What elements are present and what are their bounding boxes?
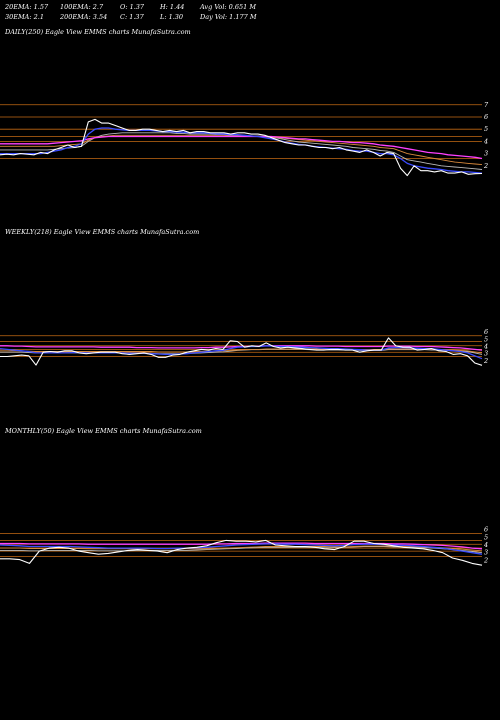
daily-ytick-4: 4 [483, 137, 488, 145]
daily-ytick-6: 6 [484, 113, 488, 121]
avg-vol-label: Avg Vol: 0.651 M [200, 3, 257, 11]
day-vol-label: Day Vol: 1.177 M [200, 13, 257, 21]
ema100-label: 100EMA: 2.7 [60, 3, 104, 11]
daily-series-ema-magenta [0, 135, 483, 160]
monthly-panel-title: MONTHLY(50) Eagle View EMMS charts Munaf… [5, 427, 202, 435]
monthly-series-ema-orange [0, 545, 483, 552]
monthly-ytick-2: 2 [483, 556, 488, 564]
daily-ytick-7: 7 [484, 101, 489, 109]
weekly-ytick-2: 2 [483, 357, 488, 365]
daily-panel-title: DAILY(250) Eagle View EMMS charts Munafa… [5, 28, 191, 36]
high-label: H: 1.44 [160, 3, 185, 11]
ema20-label: 20EMA: 1.57 [5, 3, 49, 11]
weekly-panel-title: WEEKLY(218) Eagle View EMMS charts Munaf… [5, 228, 200, 236]
monthly-series-ema-magenta [0, 542, 483, 550]
daily-ytick-2: 2 [483, 162, 488, 170]
daily-series-price [0, 118, 483, 177]
monthly-ytick-3: 3 [484, 549, 488, 557]
monthly-series-ema-blue [0, 543, 483, 555]
weekly-ytick-3: 3 [484, 350, 488, 358]
monthly-series-price [0, 539, 483, 566]
open-label: O: 1.37 [120, 3, 145, 11]
weekly-series-price [0, 337, 483, 366]
daily-ytick-3: 3 [484, 150, 488, 158]
daily-series-ema-blue [0, 127, 483, 174]
low-label: L: 1.30 [160, 13, 184, 21]
monthly-ytick-5: 5 [484, 533, 488, 541]
monthly-ytick-4: 4 [483, 541, 488, 549]
weekly-series-ema-orange [0, 348, 483, 354]
daily-ytick-5: 5 [484, 125, 488, 133]
ema200-label: 200EMA: 3.54 [60, 13, 108, 21]
close-label: C: 1.37 [120, 13, 144, 21]
ema30-label: 30EMA: 2.1 [5, 13, 44, 21]
weekly-ytick-6: 6 [484, 328, 488, 336]
monthly-ytick-6: 6 [484, 526, 488, 534]
weekly-ytick-5: 5 [484, 335, 488, 343]
weekly-ytick-4: 4 [483, 343, 488, 351]
